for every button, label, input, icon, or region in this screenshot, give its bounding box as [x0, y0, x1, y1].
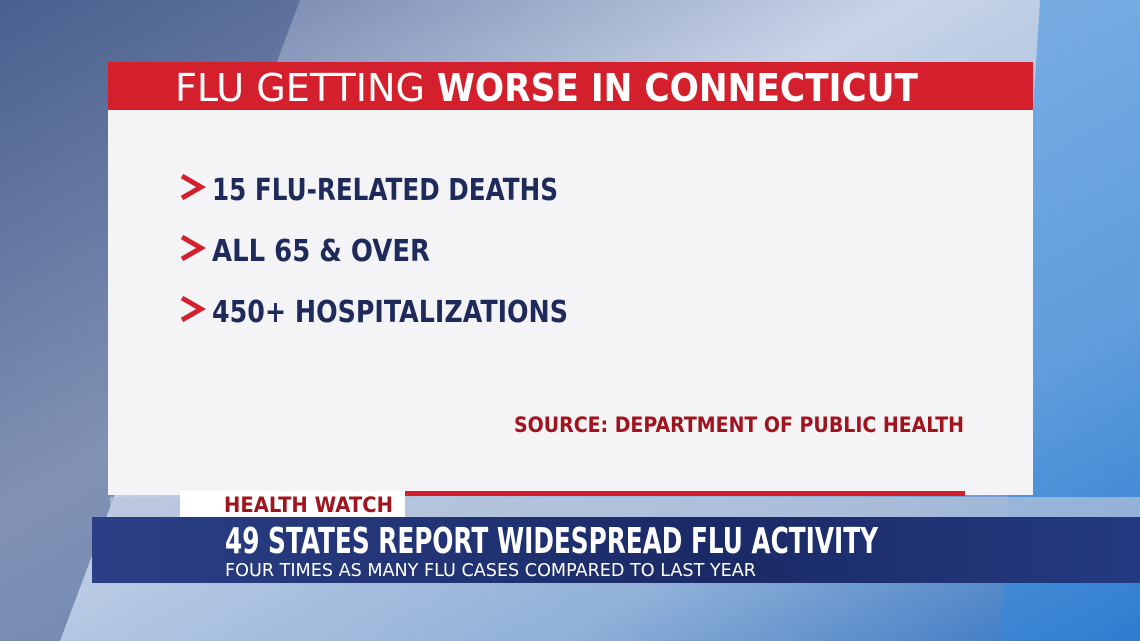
subhead: FOUR TIMES AS MANY FLU CASES COMPARED TO… [225, 560, 756, 581]
bullet: 450+ HOSPITALIZATIONS [212, 295, 568, 330]
title-bold: WORSE IN CONNECTICUT [437, 66, 918, 110]
title-regular: FLU GETTING [175, 66, 425, 110]
title-bar [108, 62, 1033, 110]
tag: HEALTH WATCH [224, 493, 393, 517]
bullet-arrows [180, 173, 206, 323]
lower-third-bar [92, 517, 1140, 583]
source: SOURCE: DEPARTMENT OF PUBLIC HEALTH [514, 413, 964, 437]
bullet: 15 FLU-RELATED DEATHS [212, 173, 558, 208]
tag-box [180, 491, 405, 517]
bullet: ALL 65 & OVER [212, 234, 430, 269]
bg-shape [1000, 0, 1140, 641]
lower-third-rule [405, 491, 965, 496]
bullet-arrow [180, 295, 206, 323]
card [108, 62, 1033, 495]
headline: 49 STATES REPORT WIDESPREAD FLU ACTIVITY [225, 521, 879, 562]
bullet-arrow [180, 234, 206, 262]
bullet-arrow [180, 173, 206, 201]
